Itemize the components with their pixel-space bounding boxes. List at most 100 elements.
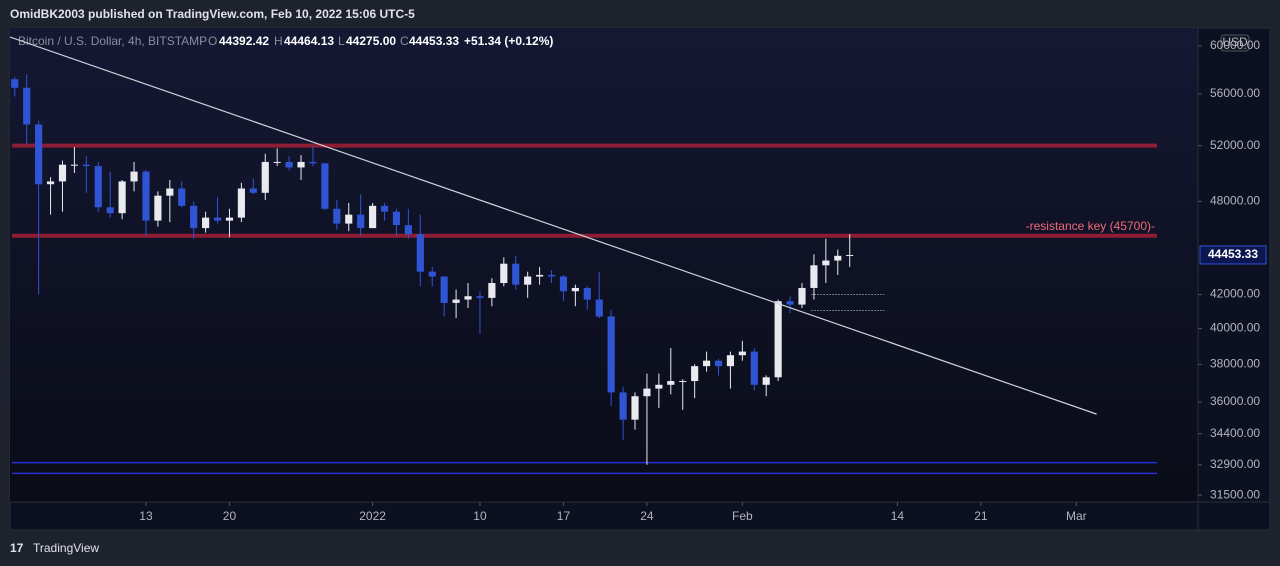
y-tick-label: 36000.00 <box>1210 394 1260 408</box>
annotation: -resistance key (45700)- <box>1026 219 1155 233</box>
x-tick-label: Mar <box>1066 509 1087 523</box>
candle-body <box>750 351 758 385</box>
y-tick-label: 32900.00 <box>1210 457 1260 471</box>
candle-body <box>166 188 174 196</box>
candle-body <box>46 181 55 185</box>
x-tick-label: 13 <box>139 509 153 523</box>
candle-body <box>476 296 484 298</box>
candle-body <box>667 381 675 385</box>
candle-body <box>655 384 663 389</box>
candle-body <box>213 217 222 221</box>
x-tick-label: 20 <box>223 509 237 523</box>
ohlc-value: 44392.42 <box>219 34 269 48</box>
candle-body <box>524 276 532 285</box>
x-tick-label: 24 <box>640 509 654 523</box>
candle-body <box>714 360 723 367</box>
y-tick-label: 52000.00 <box>1210 138 1260 152</box>
y-tick-label: 42000.00 <box>1210 287 1260 301</box>
x-tick-label: 2022 <box>359 509 386 523</box>
candle-body <box>738 351 746 356</box>
candle-body <box>285 161 293 168</box>
chart-pane <box>10 28 1198 502</box>
x-tick-label: 17 <box>557 509 571 523</box>
candle-body <box>571 287 579 292</box>
candle-body <box>345 214 353 224</box>
logo-mark: 17 <box>10 541 24 555</box>
candle-body <box>118 181 126 214</box>
candle-body <box>631 396 639 420</box>
x-tick-label: 21 <box>974 509 988 523</box>
candle-body <box>762 377 770 385</box>
legend: Bitcoin / U.S. Dollar, 4h, BITSTAMP O 44… <box>18 34 553 48</box>
candle-body <box>309 161 317 164</box>
candle-body <box>94 166 102 208</box>
ohlc-label: C <box>400 34 409 48</box>
candle-body <box>846 254 854 256</box>
trend-line <box>10 36 1097 415</box>
candle-body <box>237 188 245 218</box>
currency[interactable]: USD <box>1222 35 1248 49</box>
change: +51.34 (+0.12%) <box>464 34 553 48</box>
y-tick-label: 60000.00 <box>1210 38 1260 52</box>
candle-body <box>607 316 615 393</box>
candle-body <box>774 301 782 378</box>
candle-body <box>679 381 687 383</box>
symbol: Bitcoin / U.S. Dollar, 4h, BITSTAMP <box>18 34 207 48</box>
footer-brand: TradingView <box>33 541 99 555</box>
currency-button[interactable] <box>1220 34 1250 52</box>
candle-body <box>404 225 412 235</box>
candle-body <box>464 296 472 300</box>
ohlc-value: 44453.33 <box>409 34 459 48</box>
candle-body <box>23 87 31 125</box>
candle-body <box>559 276 568 292</box>
candle-body <box>35 124 43 185</box>
candle-body <box>142 171 150 221</box>
x-tick-label: 14 <box>891 509 905 523</box>
candle-body <box>798 287 806 305</box>
candle-body <box>106 207 114 214</box>
candle-body <box>11 79 19 88</box>
candle-body <box>225 217 234 221</box>
candle-body <box>321 163 329 209</box>
x-tick-label: 10 <box>473 509 487 523</box>
ohlc-label: H <box>274 34 283 48</box>
candle-body <box>726 355 735 367</box>
candle-body <box>583 287 591 300</box>
candle-body <box>297 161 305 168</box>
price-tag-label: 44453.33 <box>1208 247 1258 261</box>
ohlc-label: L <box>338 34 345 48</box>
candle-body <box>416 234 424 272</box>
ohlc-value: 44275.00 <box>346 34 396 48</box>
candle-body <box>786 301 794 305</box>
candle-body <box>810 265 818 288</box>
candle-body <box>703 360 711 367</box>
candle-body <box>512 263 520 285</box>
candle-body <box>333 208 341 224</box>
candle-body <box>392 211 401 226</box>
candle-body <box>619 392 627 420</box>
candle-body <box>488 283 496 298</box>
candle-body <box>822 260 830 266</box>
candle-body <box>547 274 556 277</box>
ohlc-value: 44464.13 <box>284 34 334 48</box>
candle-body <box>643 388 651 397</box>
y-tick-label: 56000.00 <box>1210 86 1260 100</box>
candle-body <box>130 171 138 182</box>
x-tick-label: Feb <box>732 509 753 523</box>
candle-body <box>178 188 186 206</box>
candle-body <box>58 164 67 182</box>
candle-body <box>536 274 544 277</box>
candle-body <box>202 217 210 229</box>
candle-body <box>273 161 281 163</box>
y-tick-label: 48000.00 <box>1210 194 1260 208</box>
candle-body <box>154 195 162 221</box>
candle-body <box>380 205 389 212</box>
candle-body <box>428 271 436 277</box>
candle-body <box>369 205 377 229</box>
y-tick-label: 34400.00 <box>1210 426 1260 440</box>
candle-body <box>82 164 90 167</box>
candle-body <box>440 276 448 303</box>
candle-body <box>190 205 198 229</box>
